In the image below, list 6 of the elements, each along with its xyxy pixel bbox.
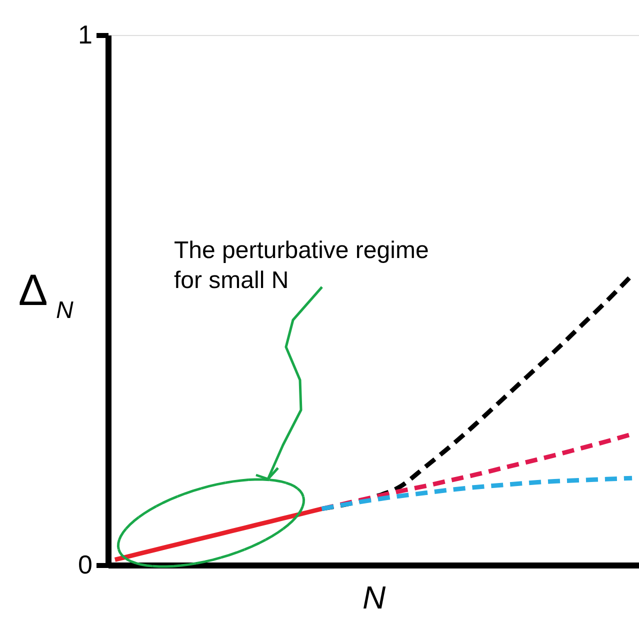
x-axis-title: N: [362, 580, 386, 616]
line-series: [112, 506, 324, 562]
y-tick-label: 0: [78, 550, 92, 580]
y-tick-label: 1: [78, 20, 92, 50]
line-series: [320, 476, 634, 512]
annotation: The perturbative regime for small N: [174, 237, 429, 294]
